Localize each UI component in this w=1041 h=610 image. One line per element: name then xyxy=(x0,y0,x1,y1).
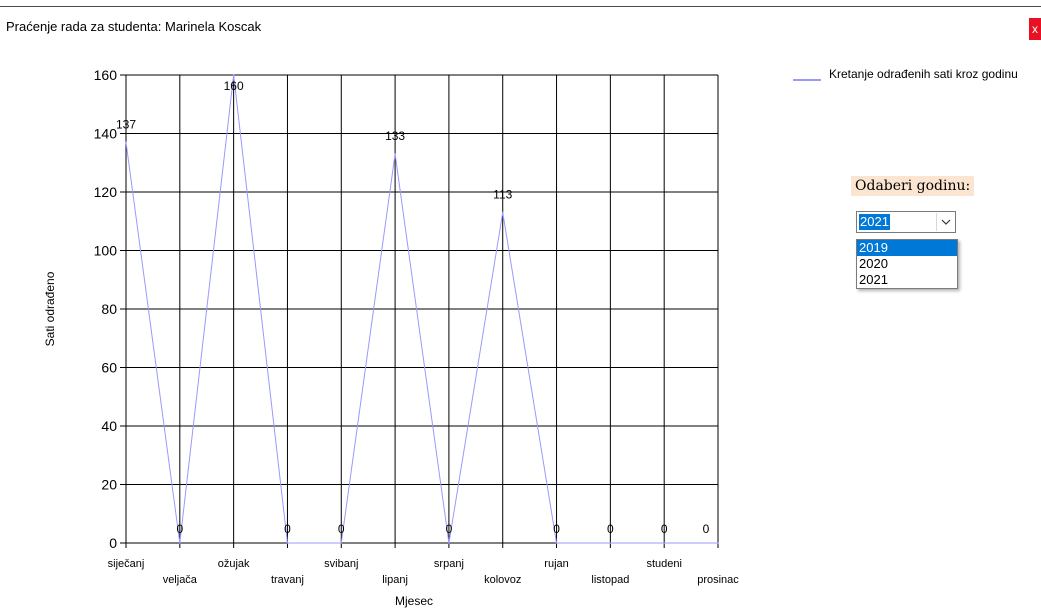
window-border xyxy=(0,6,1041,7)
y-tick-label: 160 xyxy=(94,67,118,83)
hours-chart: 0 20 40 60 80 100 120 140 160 siječanj veljača ožuj… xyxy=(43,67,739,608)
x-tick-label: ožujak xyxy=(218,558,250,570)
data-point xyxy=(663,542,665,544)
data-point xyxy=(232,74,235,76)
x-tick-label: siječanj xyxy=(108,558,145,570)
year-dropdown-list: 2019 2020 2021 xyxy=(856,239,958,289)
data-label: 113 xyxy=(493,187,512,201)
y-tick-label: 20 xyxy=(101,477,117,493)
data-point xyxy=(179,542,181,544)
x-tick-label: svibanj xyxy=(324,558,358,570)
close-button[interactable]: x xyxy=(1029,18,1041,40)
data-point xyxy=(609,542,612,544)
data-point xyxy=(555,542,558,544)
y-tick-label: 100 xyxy=(94,243,118,259)
y-tick-label: 80 xyxy=(101,301,117,317)
data-point xyxy=(125,141,127,144)
year-option-2021[interactable]: 2021 xyxy=(859,272,888,287)
legend-label: Kretanje odrađenih sati kroz godinu xyxy=(829,67,1018,81)
data-point xyxy=(394,153,396,155)
window-title: Praćenje rada za studenta: Marinela Kosc… xyxy=(6,19,262,34)
year-picker-label: Odaberi godinu: xyxy=(851,176,975,196)
data-point xyxy=(717,542,719,544)
data-label: 0 xyxy=(284,522,291,536)
chart-legend: Kretanje odrađenih sati kroz godinu xyxy=(793,68,1033,108)
close-icon: x xyxy=(1032,22,1038,36)
x-axis-title: Mjesec xyxy=(395,594,433,608)
x-tick-label: veljača xyxy=(163,574,198,586)
year-option-2019[interactable]: 2019 xyxy=(857,240,957,256)
chevron-down-icon[interactable] xyxy=(936,213,954,231)
x-tick-label: listopad xyxy=(591,574,629,586)
y-tick-label: 120 xyxy=(94,184,118,200)
data-point xyxy=(501,211,504,214)
x-tick-label: travanj xyxy=(271,574,304,586)
data-point xyxy=(448,542,450,544)
x-tick-label: rujan xyxy=(544,558,568,570)
year-option-2020[interactable]: 2020 xyxy=(859,256,888,271)
data-label: 133 xyxy=(385,129,405,143)
data-label: 0 xyxy=(176,522,183,536)
y-tick-label: 140 xyxy=(94,126,118,142)
data-label: 137 xyxy=(116,117,136,131)
y-tick-label: 60 xyxy=(101,360,117,376)
x-tick-label: studeni xyxy=(646,558,681,570)
x-tick-label: lipanj xyxy=(382,574,408,586)
data-label: 0 xyxy=(446,522,453,536)
data-label: 0 xyxy=(338,522,345,536)
data-point xyxy=(340,542,343,544)
data-label: 0 xyxy=(703,522,710,536)
series-line xyxy=(125,74,718,544)
data-label: 160 xyxy=(224,79,244,93)
y-axis-title: Sati odrađeno xyxy=(43,271,57,346)
year-select-value: 2021 xyxy=(859,214,890,230)
year-select[interactable]: 2021 xyxy=(856,211,956,233)
y-tick-label: 0 xyxy=(109,535,117,551)
data-label: 0 xyxy=(553,522,560,536)
data-label: 0 xyxy=(607,522,614,536)
data-point xyxy=(286,542,289,544)
y-tick-label: 40 xyxy=(101,418,117,434)
x-tick-label: srpanj xyxy=(434,558,464,570)
data-label: 0 xyxy=(661,522,668,536)
x-tick-label: prosinac xyxy=(697,574,739,586)
legend-swatch xyxy=(793,79,821,81)
x-tick-label: kolovoz xyxy=(484,574,521,586)
